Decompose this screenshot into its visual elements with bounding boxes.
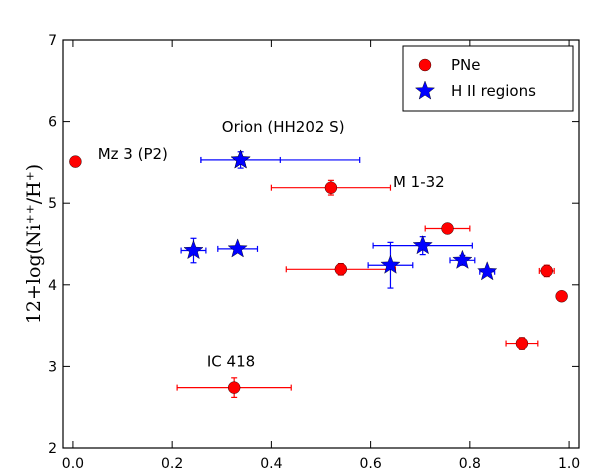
pne-point [555,290,568,303]
pne-point [441,222,454,235]
annotation-label: Mz 3 (P2) [98,145,168,163]
hii-region-point [412,235,433,255]
y-tick-label: 7 [48,33,57,49]
pne-point [69,155,82,168]
y-tick-label: 4 [48,278,57,294]
annotation-label: M 1-32 [393,173,445,191]
y-tick-label: 6 [48,115,57,131]
legend-marker-pne [418,58,432,72]
legend-label: H II regions [451,82,536,100]
legend-marker-hii [414,80,436,100]
annotation-label: Orion (HH202 S) [222,118,345,136]
legend: PNe H II regions [402,45,574,112]
data-markers [69,149,568,394]
x-tick-label: 0.2 [161,456,183,472]
y-axis-label: 12+log(Ni⁺⁺/H⁺) [23,164,45,324]
pne-point [324,181,338,194]
x-tick-label: 0.6 [359,456,381,472]
pne-point [515,337,529,350]
x-tick-label: 0.4 [260,456,282,472]
hii-region-point [477,261,498,281]
pne-point [540,264,553,278]
x-tick-label: 0.0 [62,456,84,472]
pne-point [227,381,241,394]
x-tick-label: 1.0 [558,456,580,472]
x-tick-label: 0.8 [459,456,481,472]
y-tick-label: 5 [48,196,57,212]
annotation-label: IC 418 [207,352,255,370]
axes-layer: 0.0 0.2 0.4 0.6 0.8 1.0 2 3 4 5 6 7 12+log(Ni⁺⁺/H⁺) [23,33,580,472]
annotations: Orion (HH202 S) Mz 3 (P2) M 1-32 IC 418 [98,118,445,370]
legend-label: PNe [451,56,481,74]
y-tick-label: 3 [48,359,57,375]
pne-point [334,263,348,276]
hii-region-point [227,238,248,258]
legend-box [402,45,574,112]
hii-region-point [230,149,251,169]
error-bars [72,151,555,399]
hii-region-point [183,239,204,260]
hii-region-point [452,249,473,269]
hii-region-point [380,254,401,274]
y-tick-label: 2 [48,441,57,457]
plot-frame [62,39,580,449]
